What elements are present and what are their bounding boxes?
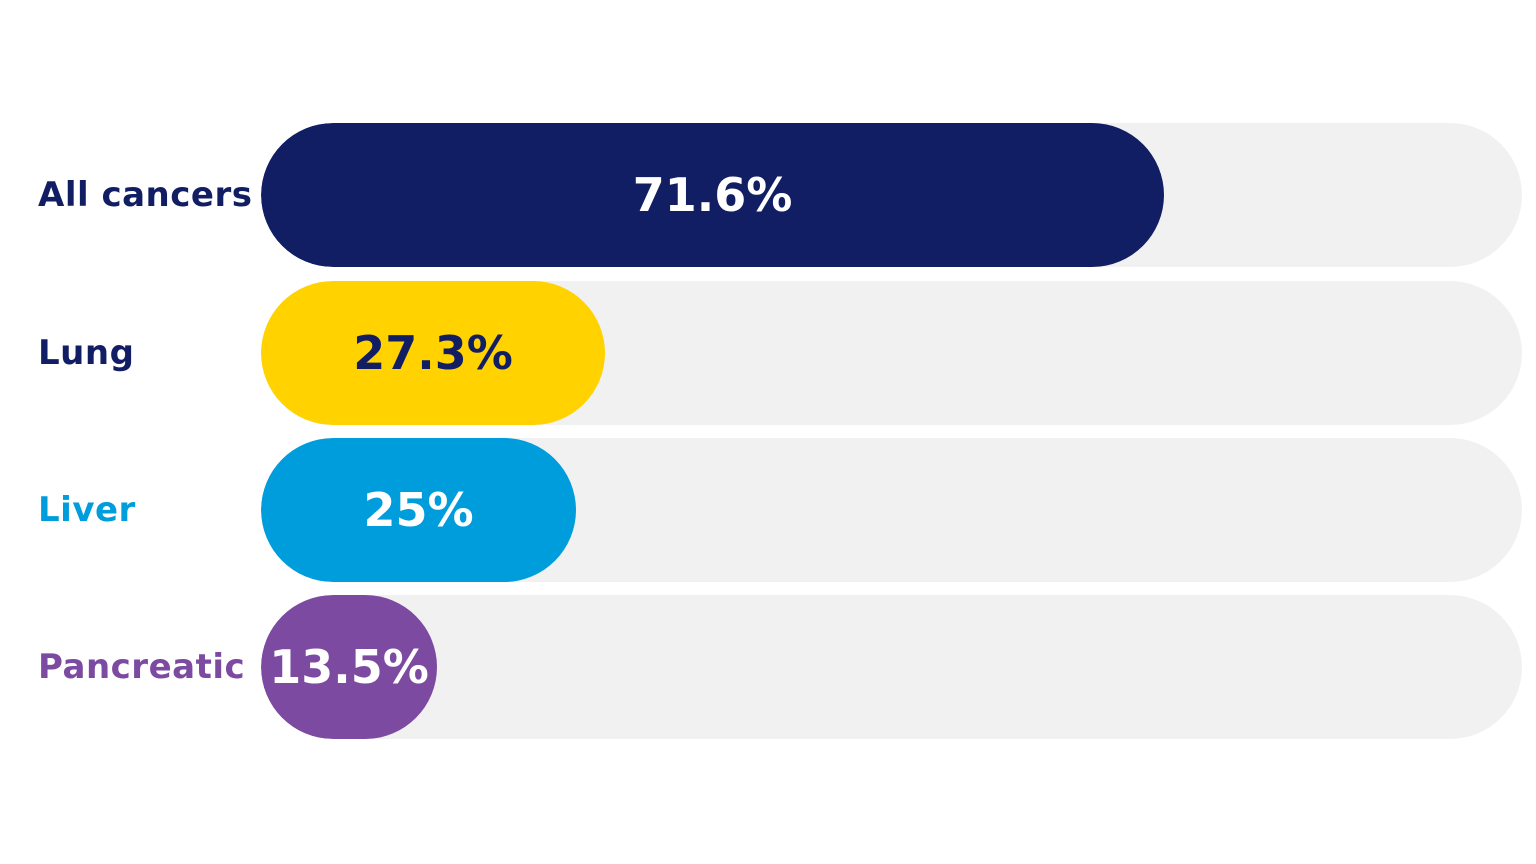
- bar-row: Pancreatic 13.5%: [0, 595, 1536, 739]
- data-label: 25%: [363, 483, 474, 537]
- bar-row: All cancers 71.6%: [0, 123, 1536, 267]
- bar: [261, 281, 605, 425]
- category-label: Liver: [38, 490, 136, 530]
- category-label: Lung: [38, 333, 135, 373]
- bar-row: Lung 27.3%: [0, 281, 1536, 425]
- data-label: 27.3%: [353, 326, 513, 380]
- bar-track: 27.3%: [261, 281, 1522, 425]
- bar: [261, 438, 576, 582]
- data-label: 13.5%: [269, 640, 429, 694]
- bar: [261, 123, 1164, 267]
- data-label: 71.6%: [632, 168, 793, 222]
- category-label: All cancers: [38, 175, 253, 215]
- bar-row: Liver 25%: [0, 438, 1536, 582]
- bar-track: 25%: [261, 438, 1522, 582]
- bar-track: 71.6%: [261, 123, 1522, 267]
- bar-track: 13.5%: [261, 595, 1522, 739]
- bar: [261, 595, 437, 739]
- category-label: Pancreatic: [38, 647, 246, 687]
